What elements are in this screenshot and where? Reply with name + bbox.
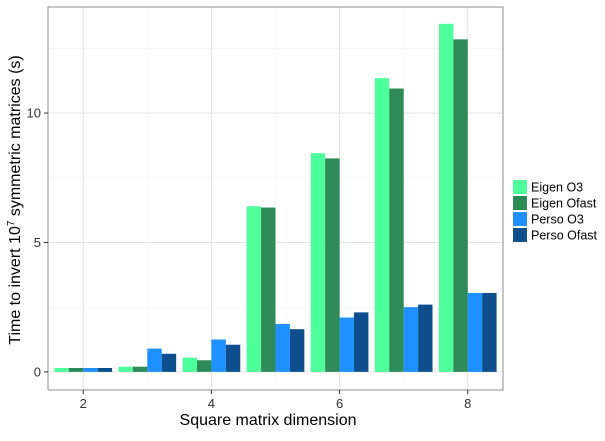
bar-eigen-ofast-6 [325,158,340,372]
bar-perso-o3-5 [275,324,290,372]
y-tick-label: 10 [27,106,41,121]
bar-eigen-o3-3 [118,366,133,372]
bar-perso-ofast-8 [482,292,497,372]
legend-swatch [513,212,527,226]
legend-label: Eigen Ofast [531,197,597,211]
x-tick-label: 4 [208,396,215,411]
axis-layer: 0 5 10 2 4 6 8 [27,106,472,411]
y-axis-title-prefix: Time to invert 10 [7,226,24,345]
bar-perso-ofast-2 [97,368,113,372]
legend-label: Perso Ofast [531,229,598,243]
bar-perso-ofast-5 [289,329,305,372]
legend-swatch [513,228,527,242]
bar-perso-o3-2 [83,368,98,372]
plot-border [47,6,504,391]
bar-perso-o3-7 [403,307,419,372]
bar-eigen-ofast-7 [389,88,404,372]
y-axis-title-exponent: 7 [6,220,17,226]
bar-eigen-ofast-4 [196,360,212,372]
legend-item: Perso Ofast [513,228,598,243]
bar-eigen-ofast-8 [453,39,468,372]
y-axis-title-suffix: symmetric matrices (s) [7,55,24,220]
legend-item: Eigen O3 [513,180,583,195]
y-axis-title: Time to invert 107 symmetric matrices (s… [6,55,24,344]
bar-eigen-o3-6 [310,153,326,372]
bar-eigen-ofast-3 [132,366,148,372]
legend-label: Eigen O3 [531,181,583,195]
bar-perso-o3-6 [339,317,355,372]
legend-item: Perso O3 [513,212,584,227]
bar-eigen-ofast-2 [68,368,84,372]
x-tick-label: 6 [336,396,343,411]
bar-perso-ofast-7 [418,304,433,372]
legend-swatch [513,196,527,210]
bar-eigen-o3-8 [438,23,454,372]
bar-eigen-o3-2 [54,368,69,372]
legend-item: Eigen Ofast [513,196,597,211]
bar-perso-ofast-3 [161,353,177,372]
bar-eigen-o3-7 [374,78,390,372]
bar-layer [54,23,497,372]
legend-label: Perso O3 [531,213,584,227]
bar-perso-ofast-4 [225,344,241,372]
bar-perso-o3-8 [467,292,483,372]
legend-swatch [513,180,527,194]
bar-eigen-o3-4 [182,357,197,372]
x-axis-title: Square matrix dimension [180,412,357,429]
bar-perso-o3-4 [211,339,226,372]
x-tick-label: 8 [464,396,471,411]
bar-eigen-o3-5 [246,206,262,372]
y-tick-label: 0 [34,364,41,379]
bar-perso-o3-3 [147,348,162,372]
y-tick-label: 5 [34,235,41,250]
x-tick-label: 2 [80,396,87,411]
bar-perso-ofast-6 [354,312,369,372]
bar-eigen-ofast-5 [261,207,276,372]
legend: Eigen O3 Eigen Ofast Perso O3 Perso Ofast [513,180,598,243]
